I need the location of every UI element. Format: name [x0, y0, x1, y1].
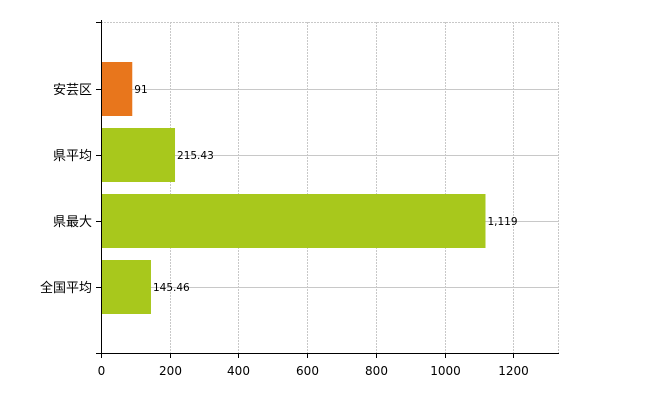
category-label-3: 全国平均	[40, 280, 92, 296]
data-label-0: 91	[134, 84, 147, 96]
category-label-0: 安芸区	[53, 82, 92, 98]
x-tick-label-0: 0	[98, 364, 106, 378]
x-tick-label-800: 800	[365, 364, 388, 378]
bar-3	[102, 260, 151, 314]
bars	[102, 62, 486, 314]
bar-2	[102, 194, 486, 248]
x-tick-label-1000: 1000	[430, 364, 461, 378]
axes	[96, 20, 559, 358]
category-label-2: 県最大	[53, 215, 92, 230]
x-tick-label-1200: 1200	[498, 364, 529, 378]
grid-lines	[101, 22, 559, 353]
x-tick-label-600: 600	[296, 364, 319, 378]
bar-0	[102, 62, 133, 116]
category-label-1: 県平均	[53, 149, 92, 164]
x-tick-label-200: 200	[159, 364, 182, 378]
x-tick-label-400: 400	[227, 364, 250, 378]
data-label-1: 215.43	[177, 150, 214, 162]
bar-1	[102, 128, 176, 182]
data-label-3: 145.46	[153, 282, 190, 294]
data-label-2: 1,119	[487, 216, 517, 228]
